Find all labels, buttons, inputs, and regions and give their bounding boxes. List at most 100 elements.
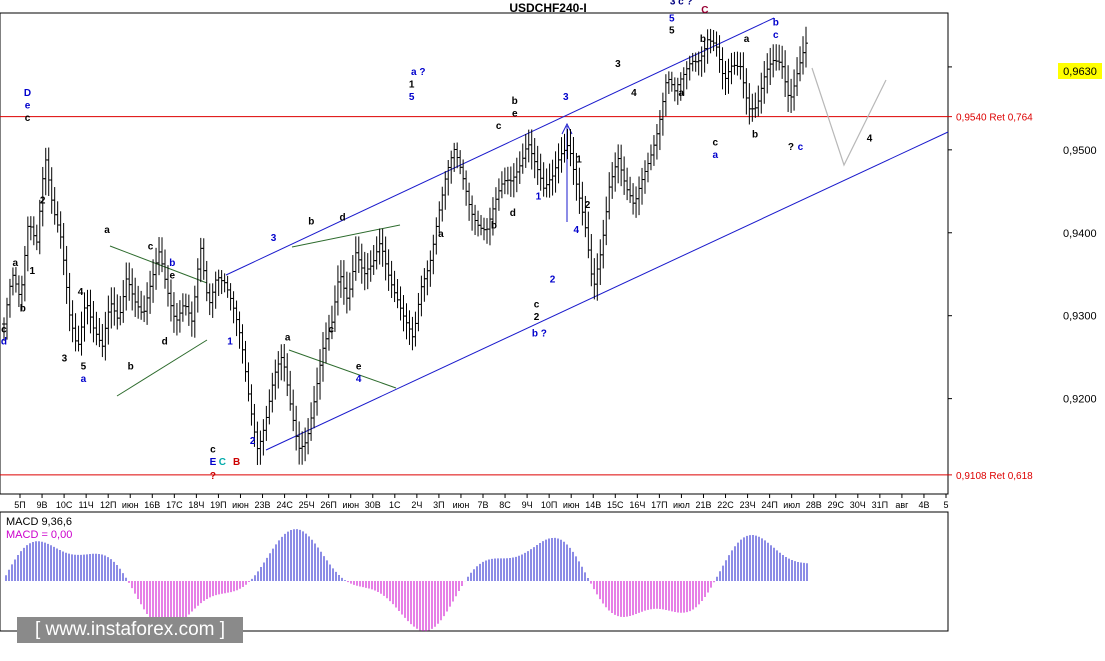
x-tick-label: 9В [37, 500, 48, 510]
wave-label: 2 [40, 196, 46, 207]
wave-label: c [210, 445, 216, 456]
x-tick-label: 5П [14, 500, 25, 510]
wave-label: c [534, 299, 540, 310]
wave-label: 2 [534, 312, 540, 323]
price-panel-frame [0, 12, 949, 495]
wave-label: a [285, 333, 291, 344]
x-tick-label: 9Ч [522, 500, 533, 510]
wave-label: e [512, 109, 518, 120]
x-tick-label: 4В [918, 500, 929, 510]
channel-lower [265, 131, 949, 451]
wave-label: b [169, 258, 175, 269]
wave-label: 2 [250, 436, 256, 447]
wave-label: a ? [411, 67, 425, 78]
wave-label: e [169, 270, 175, 281]
macd-signal-label: MACD = 0,00 [6, 529, 72, 541]
x-tick-label: 5 [943, 500, 948, 510]
x-tick-label: 23Ч [740, 500, 756, 510]
x-tick-label: 11Ч [78, 500, 93, 510]
y-tick-label: 0,9200 [1063, 394, 1097, 406]
wave-label: 3 c ? [670, 0, 693, 8]
time-axis: 5П 9В 10С 11Ч 12П июн 16В 17С 18Ч 19П июн 23В 24С 25Ч… [14, 494, 949, 510]
wave-label: 3 [271, 233, 277, 244]
y-tick-label: 0,9500 [1063, 145, 1097, 157]
x-tick-label: авг [895, 500, 909, 510]
wave-label: b [512, 96, 518, 107]
wave-label: 1 [576, 154, 582, 165]
x-tick-label: 24П [761, 500, 777, 510]
wave-label: c [713, 138, 719, 149]
x-tick-label: 17С [166, 500, 183, 510]
wave-label: c [773, 30, 779, 41]
wave-label: 2 [585, 200, 591, 211]
wave-label: d [340, 212, 346, 223]
wave-label: b [752, 129, 758, 140]
wave-label: 5 [81, 362, 87, 373]
wave-label: b [491, 221, 497, 232]
forecast-line [811, 67, 887, 167]
wave-label: 3 [563, 92, 569, 103]
y-tick-label: 0,9400 [1063, 228, 1097, 240]
wave-label: 1 [29, 266, 35, 277]
wave-label: c [1, 324, 7, 335]
wave-label: 1 [536, 192, 542, 203]
wave-label: b [773, 17, 779, 28]
wave-label: d [510, 208, 516, 219]
x-tick-label: июн [122, 500, 139, 510]
price-bars [2, 26, 808, 466]
x-tick-label: 23В [255, 500, 271, 510]
wave-label: a [678, 88, 684, 99]
x-tick-label: 24С [276, 500, 293, 510]
x-tick-label: 17П [651, 500, 667, 510]
x-tick-label: 14В [585, 500, 601, 510]
macd-panel-frame [0, 511, 949, 632]
retracement-levels: 0,9540 Ret 0,764 0,9108 Ret 0,618 [0, 113, 1033, 482]
wave-label: B [233, 457, 240, 468]
wave-label: C [219, 457, 226, 468]
wave-label: a [438, 229, 444, 240]
current-price: 0,9630 [1063, 66, 1097, 78]
x-tick-label: 16В [144, 500, 160, 510]
wave-label: d [162, 337, 168, 348]
wave-label: c [496, 121, 502, 132]
x-tick-label: 22С [717, 500, 734, 510]
triangle-line [116, 339, 208, 397]
x-tick-label: 30Ч [850, 500, 866, 510]
triangle-line [291, 224, 401, 248]
wave-label: 5 [669, 13, 675, 24]
wave-label: a [713, 150, 719, 161]
wave-label: 3 [62, 353, 68, 364]
level-label: 0,9540 Ret 0,764 [956, 113, 1033, 124]
x-tick-label: 26П [320, 500, 336, 510]
wave-label: b [700, 34, 706, 45]
x-tick-label: июн [232, 500, 249, 510]
x-tick-label: июл [783, 500, 800, 510]
current-price-badge [1058, 63, 1102, 79]
forecast-path [811, 67, 887, 167]
x-tick-label: 25Ч [299, 500, 315, 510]
x-tick-label: 12П [100, 500, 116, 510]
wave-label: a [744, 34, 750, 45]
wave-label: e [356, 362, 362, 373]
wave-label: 3 [615, 59, 621, 70]
wave-label: 4 [573, 225, 579, 236]
wave-label: 5 [669, 26, 675, 37]
x-tick-label: 28В [806, 500, 822, 510]
x-tick-label: 15С [607, 500, 624, 510]
x-tick-label: 19П [210, 500, 226, 510]
x-tick-label: 2Ч [411, 500, 422, 510]
wave-label: 4 [356, 374, 362, 385]
wave-label: C [701, 5, 708, 16]
y-tick-label: 0,9300 [1063, 311, 1097, 323]
wave-label: ? [788, 142, 794, 153]
watermark: [ www.instaforex.com ] [17, 617, 243, 643]
x-tick-label: 7В [477, 500, 488, 510]
wave-label: ? [210, 471, 216, 482]
wave-label: 4 [78, 287, 84, 298]
wave-label: e [25, 100, 31, 111]
level-label: 0,9108 Ret 0,618 [956, 471, 1033, 482]
channel-upper [225, 17, 775, 276]
wave-label: a [81, 374, 87, 385]
